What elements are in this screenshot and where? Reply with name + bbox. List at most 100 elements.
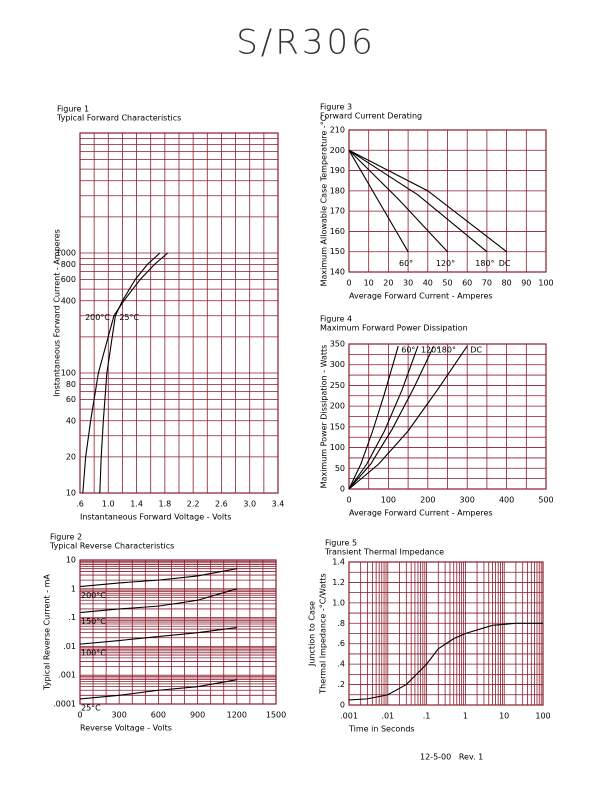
series-label: 200°C bbox=[85, 313, 110, 322]
y-tick-label: 150 bbox=[330, 247, 345, 256]
x-axis-label: Time in Seconds bbox=[348, 725, 415, 734]
data-line bbox=[99, 252, 161, 494]
series-label: 180° bbox=[437, 346, 456, 355]
series-label: 120° bbox=[436, 259, 455, 268]
x-tick-label: 40 bbox=[423, 279, 433, 288]
x-axis-label: Instantaneous Forward Voltage - Volts bbox=[80, 513, 231, 522]
data-line bbox=[348, 150, 409, 252]
y-tick-label: 0 bbox=[340, 485, 345, 494]
x-tick-label: 200 bbox=[420, 496, 435, 505]
x-tick-label: 100 bbox=[381, 496, 396, 505]
x-tick-label: 0 bbox=[77, 711, 82, 720]
footer: 12-5-00 Rev. 1 bbox=[420, 753, 483, 762]
x-tick-label: 300 bbox=[460, 496, 475, 505]
data-line bbox=[348, 345, 435, 490]
y-axis-label: Maximum Allowable Case Temperature -°C bbox=[320, 115, 329, 286]
series-label: DC bbox=[499, 259, 511, 268]
data-line bbox=[79, 627, 237, 645]
y-axis-label: Thermal Impedance -°C/Watts bbox=[319, 573, 328, 694]
y-tick-label: 1.0 bbox=[332, 598, 345, 607]
data-line bbox=[348, 149, 448, 253]
y-tick-label: 350 bbox=[330, 340, 345, 349]
series-label: 25°C bbox=[119, 313, 139, 322]
figure-subtitle: Maximum Forward Power Dissipation bbox=[320, 324, 468, 333]
data-line bbox=[348, 622, 543, 701]
data-line bbox=[348, 149, 507, 253]
x-tick-label: .001 bbox=[340, 712, 358, 721]
y-axis-label: Instantaneous Forward Current - Amperes bbox=[53, 229, 62, 397]
x-tick-label: .1 bbox=[423, 712, 431, 721]
y-tick-label: .2 bbox=[337, 680, 345, 689]
series-label: 180° bbox=[475, 259, 494, 268]
y-tick-label: 160 bbox=[330, 227, 345, 236]
series-label: 120° bbox=[421, 346, 440, 355]
y-tick-label: 60 bbox=[66, 395, 76, 404]
x-tick-label: 0 bbox=[346, 496, 351, 505]
y-axis-label: Maximum Power Dissipation - Watts bbox=[320, 345, 329, 489]
y-tick-label: 200 bbox=[330, 402, 345, 411]
page-title: S/R306 bbox=[236, 23, 376, 63]
x-tick-label: 2.2 bbox=[187, 500, 200, 509]
plot-frame bbox=[348, 129, 547, 273]
y-tick-label: 170 bbox=[330, 207, 345, 216]
data-line bbox=[348, 345, 468, 490]
figure-subtitle: Transient Thermal Impedance bbox=[324, 548, 444, 557]
data-line bbox=[79, 588, 237, 614]
x-tick-label: 20 bbox=[383, 279, 393, 288]
x-tick-label: 300 bbox=[112, 711, 127, 720]
y-tick-label: 10 bbox=[66, 489, 76, 498]
y-tick-label: 180 bbox=[330, 186, 345, 195]
x-tick-label: 30 bbox=[403, 279, 413, 288]
x-tick-label: 50 bbox=[442, 279, 452, 288]
series-label: 200°C bbox=[81, 591, 106, 600]
y-tick-label: 1 bbox=[71, 584, 76, 593]
y-tick-label: .0001 bbox=[53, 700, 76, 709]
plot-frame bbox=[348, 561, 544, 706]
x-tick-label: 1500 bbox=[266, 711, 286, 720]
data-line bbox=[348, 345, 419, 490]
data-line bbox=[82, 252, 169, 494]
y-tick-label: 100 bbox=[61, 369, 76, 378]
chart: 0 10 20 30 40 50 60 70 80 90 100 140 150 160 170 180 190… bbox=[320, 103, 554, 301]
y-tick-label: .6 bbox=[337, 639, 345, 648]
y-tick-label: 1.4 bbox=[332, 558, 345, 567]
series-label: 100°C bbox=[81, 649, 106, 658]
plot-frame bbox=[79, 559, 277, 705]
x-tick-label: 3.4 bbox=[272, 500, 285, 509]
x-axis-label: Average Forward Current - Amperes bbox=[349, 509, 493, 518]
y-tick-label: 1.2 bbox=[332, 578, 345, 587]
y-tick-label: 40 bbox=[66, 416, 76, 425]
figure-title: Figure 2 bbox=[50, 533, 82, 542]
y-tick-label: 600 bbox=[61, 275, 76, 284]
x-tick-label: 1 bbox=[463, 712, 468, 721]
x-tick-label: .6 bbox=[76, 500, 84, 509]
y-tick-label: 20 bbox=[66, 452, 76, 461]
x-tick-label: 0 bbox=[346, 279, 351, 288]
data-line bbox=[348, 345, 399, 490]
x-axis-label: Average Forward Current - Amperes bbox=[349, 292, 493, 301]
x-tick-label: 400 bbox=[499, 496, 514, 505]
data-line bbox=[79, 679, 237, 700]
x-tick-label: 100 bbox=[535, 712, 550, 721]
x-tick-label: 100 bbox=[538, 279, 553, 288]
chart: 0 100 200 300 400 500 0 50 100 150 200 250 300 350 Fig… bbox=[320, 315, 554, 518]
x-tick-label: 1200 bbox=[227, 711, 247, 720]
y-tick-label: .01 bbox=[63, 642, 76, 651]
chart: 0 300 600 900 1200 1500 10 1 .1 .01 .001 .0001 Figur… bbox=[43, 533, 287, 733]
y-tick-label: 400 bbox=[61, 296, 76, 305]
y-tick-label: 210 bbox=[330, 126, 345, 135]
data-line bbox=[348, 149, 488, 253]
y-tick-label: 800 bbox=[61, 260, 76, 269]
chart: .6 1.0 1.4 1.8 2.2 2.6 3.0 3.4 10 20 40 60 80 100 400 6… bbox=[53, 105, 285, 522]
x-tick-label: 3.0 bbox=[243, 500, 256, 509]
y-tick-label: 10 bbox=[66, 556, 76, 565]
x-tick-label: 90 bbox=[521, 279, 531, 288]
x-tick-label: 70 bbox=[482, 279, 492, 288]
plot-frame bbox=[348, 343, 547, 490]
data-line bbox=[79, 568, 237, 588]
x-tick-label: 500 bbox=[538, 496, 553, 505]
figure-title: Figure 4 bbox=[320, 315, 352, 324]
series-label: 150°C bbox=[81, 617, 106, 626]
figure-subtitle: Typical Forward Characteristics bbox=[56, 114, 181, 123]
